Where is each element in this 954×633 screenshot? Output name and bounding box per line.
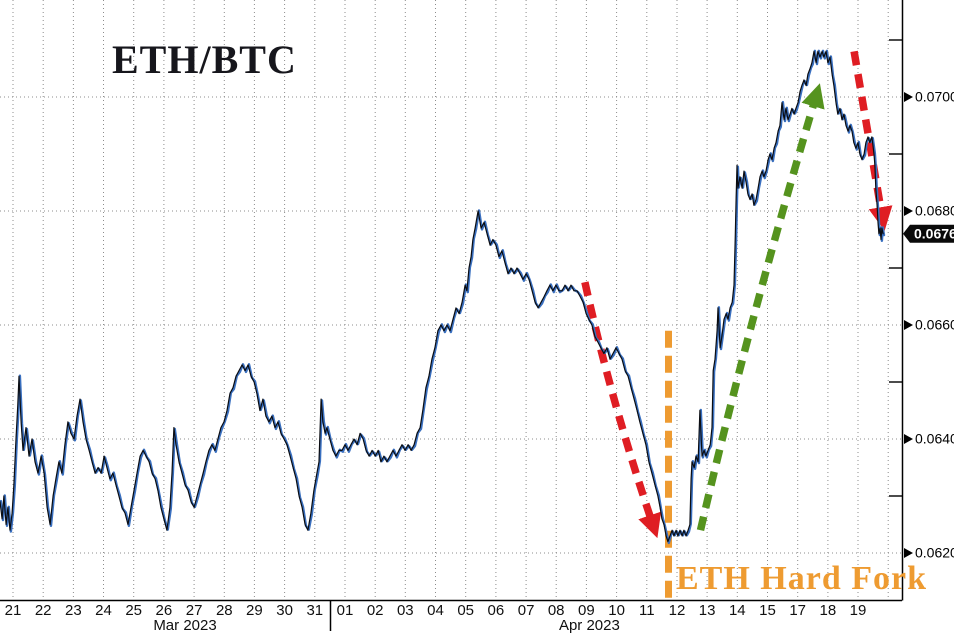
x-tick-label: 02 bbox=[367, 602, 384, 619]
green-up-arrow-post-fork bbox=[696, 83, 825, 532]
x-tick-label: 01 bbox=[337, 602, 354, 619]
x-tick-label: 18 bbox=[820, 602, 837, 619]
x-tick-label: 08 bbox=[548, 602, 565, 619]
x-tick-label: 07 bbox=[518, 602, 535, 619]
y-tick-arrow-icon bbox=[904, 548, 913, 558]
x-tick-label: 19 bbox=[850, 602, 867, 619]
x-tick-label: 15 bbox=[759, 602, 776, 619]
price-series bbox=[0, 49, 886, 545]
x-tick-label: 23 bbox=[65, 602, 82, 619]
x-tick-label: 06 bbox=[488, 602, 505, 619]
x-tick-label: 26 bbox=[156, 602, 173, 619]
y-tick-arrow-icon bbox=[904, 92, 913, 102]
x-tick-label: 17 bbox=[789, 602, 806, 619]
y-tick-label: 0.0660 bbox=[915, 317, 954, 333]
x-tick-label: 31 bbox=[306, 602, 323, 619]
y-tick-label: 0.0640 bbox=[915, 431, 954, 447]
last-price-tag-shape bbox=[903, 224, 954, 243]
month-label: Apr 2023 bbox=[559, 617, 620, 633]
y-tick-arrow-icon bbox=[904, 320, 913, 330]
x-tick-label: 05 bbox=[457, 602, 474, 619]
last-price-tag: 0.0676 bbox=[903, 224, 954, 243]
x-tick-label: 10 bbox=[608, 602, 625, 619]
x-tick-label: 11 bbox=[639, 602, 655, 619]
hard-fork-label: ETH Hard Fork bbox=[676, 560, 927, 597]
x-tick-label: 28 bbox=[216, 602, 233, 619]
y-tick-label: 0.0620 bbox=[915, 545, 954, 561]
y-axis-labels: 0.0700 0.0680 0.0660 0.0640 0.0620 bbox=[889, 39, 954, 561]
y-tick-arrow-icon bbox=[904, 206, 913, 216]
x-tick-label: 12 bbox=[669, 602, 686, 619]
last-price-tag-value: 0.0676 bbox=[914, 225, 954, 241]
x-tick-label: 21 bbox=[5, 602, 22, 619]
x-tick-label: 30 bbox=[276, 602, 293, 619]
x-axis-labels: 21 22 23 24 25 26 27 28 29 30 31 01 02 03 04 05 06 07 08 09… bbox=[5, 602, 867, 633]
x-tick-label: 24 bbox=[95, 602, 112, 619]
chart-title: ETH/BTC bbox=[112, 37, 297, 82]
x-tick-label: 09 bbox=[578, 602, 595, 619]
annotation-layer bbox=[581, 50, 893, 599]
x-tick-label: 14 bbox=[729, 602, 746, 619]
x-tick-label: 29 bbox=[246, 602, 263, 619]
price-line-blue-layer bbox=[0, 49, 886, 545]
y-tick-label: 0.0700 bbox=[915, 89, 954, 105]
y-tick-arrow-icon bbox=[904, 434, 913, 444]
red-down-arrow-pre-fork bbox=[581, 281, 662, 539]
red-down-arrow-post-peak bbox=[850, 50, 893, 231]
x-tick-label: 25 bbox=[125, 602, 142, 619]
x-tick-label: 04 bbox=[427, 602, 444, 619]
month-label: Mar 2023 bbox=[153, 617, 216, 633]
x-tick-label: 13 bbox=[699, 602, 716, 619]
gridlines bbox=[0, 0, 902, 600]
x-tick-label: 27 bbox=[186, 602, 203, 619]
y-tick-label: 0.0680 bbox=[915, 203, 954, 219]
price-line bbox=[0, 50, 884, 543]
x-tick-label: 03 bbox=[397, 602, 414, 619]
x-tick-label: 22 bbox=[35, 602, 52, 619]
